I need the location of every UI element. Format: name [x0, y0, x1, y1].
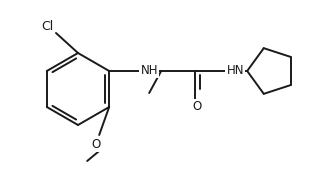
Text: O: O [92, 137, 101, 151]
Text: NH: NH [140, 63, 158, 77]
Text: O: O [193, 100, 202, 114]
Text: HN: HN [226, 63, 244, 77]
Text: Cl: Cl [41, 20, 53, 33]
